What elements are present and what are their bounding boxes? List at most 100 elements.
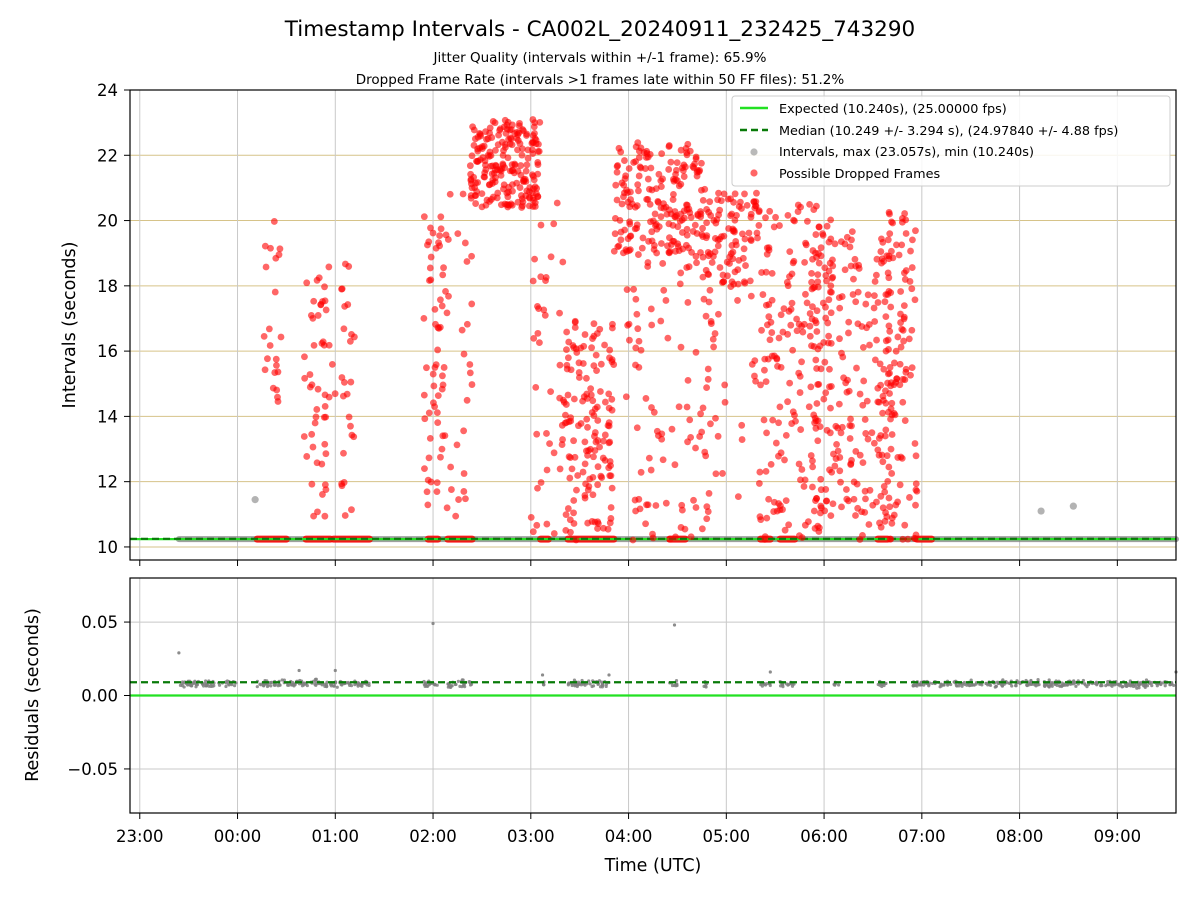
dropped-frame-point (678, 216, 686, 224)
dropped-frame-point (604, 525, 612, 533)
residual-point (1086, 683, 1091, 687)
dropped-frame-point (653, 427, 661, 435)
dropped-frame-point (556, 309, 563, 317)
dropped-frame-point (559, 436, 566, 443)
dropped-frame-point (886, 503, 894, 511)
dropped-frame-point (426, 264, 434, 272)
dropped-frame-point (692, 348, 700, 356)
dropped-frame-point (266, 342, 274, 349)
dropped-frame-point (543, 466, 551, 474)
dropped-frame-point (534, 484, 541, 492)
dropped-frame-point (666, 206, 673, 214)
dropped-frame-point (799, 328, 807, 336)
residual-point (590, 684, 594, 689)
dropped-frame-point (815, 250, 822, 257)
dropped-frame-point (800, 320, 808, 328)
dropped-frame-point (809, 483, 816, 491)
dropped-frame-point (320, 341, 328, 349)
dropped-frame-point (709, 335, 717, 343)
dropped-frame-point (876, 360, 884, 368)
dropped-frame-point (885, 494, 893, 502)
dropped-frame-point (537, 273, 545, 281)
dropped-frame-point (793, 315, 801, 323)
dropped-frame-point (785, 521, 793, 529)
dropped-frame-point (566, 474, 574, 482)
dropped-frame-point (452, 512, 460, 520)
dropped-frame-point (680, 161, 688, 169)
dropped-frame-point (579, 468, 587, 476)
residual-point (955, 684, 959, 688)
dropped-frame-point (831, 462, 839, 470)
dropped-frame-point (886, 327, 894, 335)
dropped-frame-point (486, 129, 494, 137)
dropped-frame-point (610, 247, 618, 255)
dropped-frame-point (270, 218, 278, 225)
dropped-frame-point (875, 451, 883, 459)
dropped-frame-point (321, 512, 329, 520)
residual-point (335, 685, 339, 689)
residual-point (456, 679, 461, 683)
dropped-frame-point (267, 244, 274, 252)
dropped-frame-point (825, 332, 833, 340)
dropped-frame-point (542, 273, 550, 281)
residual-point (325, 684, 329, 688)
dropped-frame-point (429, 370, 437, 378)
dropped-frame-point (605, 439, 613, 447)
dropped-frame-point (823, 426, 831, 434)
residual-point (280, 678, 284, 682)
dropped-frame-point (763, 514, 771, 522)
dropped-frame-point (671, 461, 679, 469)
dropped-frame-point (906, 494, 913, 501)
dropped-frame-point (629, 536, 637, 544)
dropped-frame-point (872, 271, 880, 279)
dropped-frame-point (753, 189, 760, 197)
dropped-frame-point (664, 334, 672, 342)
dropped-frame-point (589, 397, 597, 405)
x-tick-label: 05:00 (703, 827, 751, 846)
dropped-frame-point (800, 483, 808, 490)
dropped-frame-point (859, 459, 867, 467)
dropped-frame-point (697, 410, 704, 418)
dropped-frame-point (810, 507, 818, 515)
dropped-frame-point (667, 241, 675, 249)
dropped-frame-point (894, 454, 902, 461)
dropped-frame-point (847, 415, 854, 423)
residual-point (258, 682, 262, 686)
intervals-y-tick-label: 12 (97, 473, 118, 492)
dropped-frame-point (634, 139, 642, 147)
dropped-frame-point (506, 140, 514, 148)
dropped-frame-point (659, 260, 667, 267)
dropped-frame-point (261, 366, 269, 374)
dropped-frame-point (348, 506, 355, 514)
residual-point (1062, 682, 1066, 686)
dropped-frame-point (536, 339, 543, 347)
dropped-frame-point (310, 297, 318, 305)
dropped-frame-point (631, 496, 639, 504)
dropped-frame-point (814, 437, 822, 445)
dropped-frame-point (807, 383, 815, 391)
dropped-frame-point (569, 342, 577, 349)
dropped-frame-point (524, 154, 532, 162)
dropped-frame-point (504, 193, 512, 201)
dropped-frame-point (426, 277, 433, 284)
dropped-frame-point (492, 146, 499, 154)
dropped-frame-point (338, 285, 345, 293)
dropped-frame-point (339, 392, 347, 400)
dropped-frame-point (468, 152, 476, 160)
dropped-frame-point (847, 262, 855, 270)
dropped-frame-point (514, 198, 522, 206)
dropped-frame-point (614, 162, 622, 169)
dropped-frame-point (850, 478, 858, 486)
residual-point (1172, 683, 1176, 688)
dropped-frame-point (605, 390, 613, 398)
residual-point (962, 680, 967, 685)
residual-point (422, 683, 426, 687)
dropped-frame-point (877, 492, 885, 500)
dropped-frame-point (460, 470, 468, 477)
dropped-frame-point (896, 360, 904, 368)
residual-point (1150, 681, 1154, 685)
dropped-frame-point (434, 419, 442, 426)
x-tick-label: 23:00 (116, 827, 164, 846)
dropped-frame-point (502, 129, 510, 137)
dropped-frame-point (809, 303, 816, 311)
